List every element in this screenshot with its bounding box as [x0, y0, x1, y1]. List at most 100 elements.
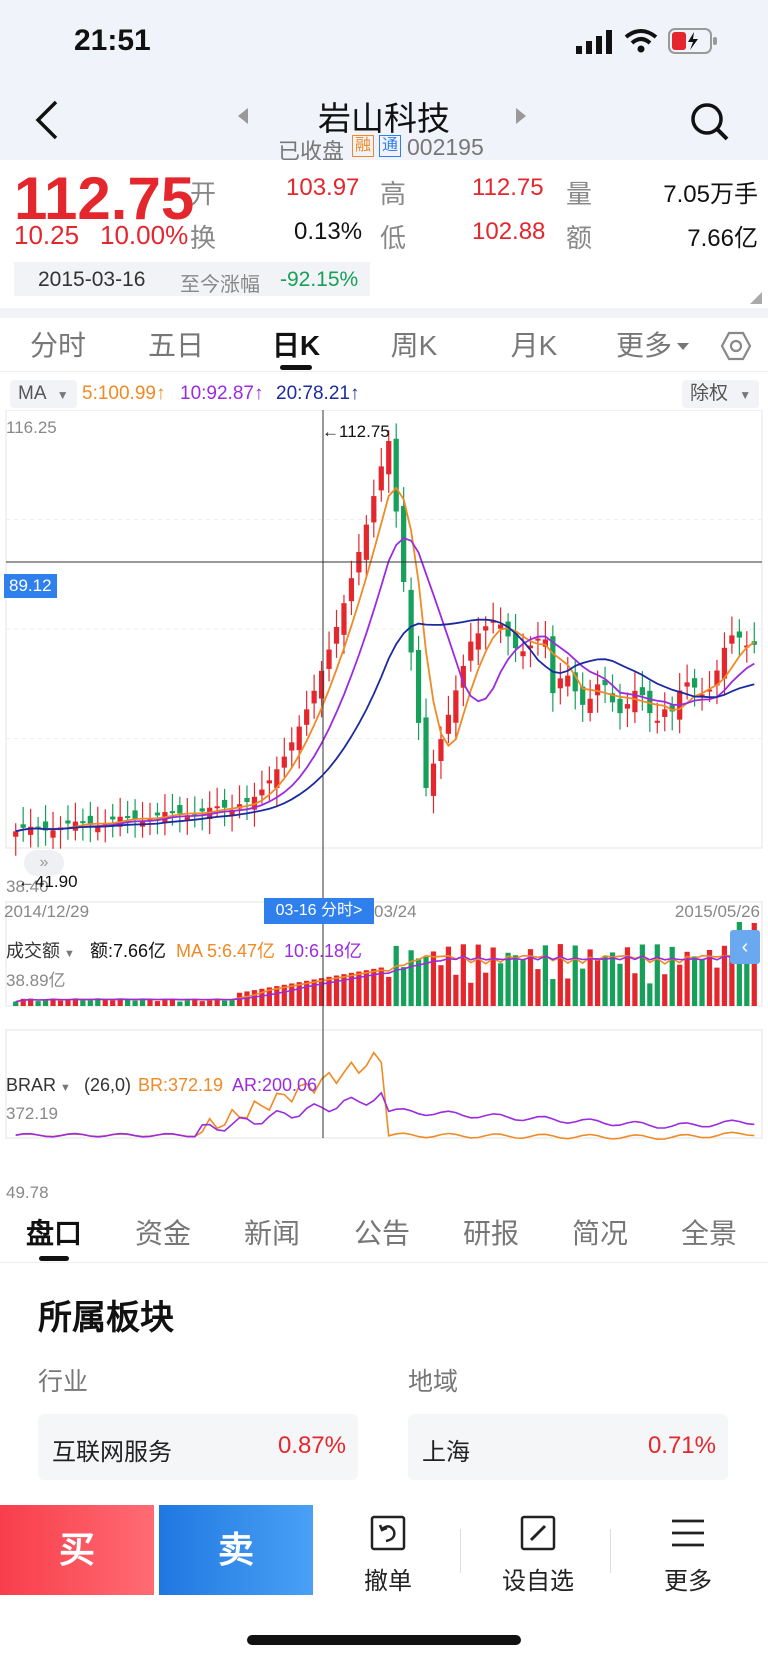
volume-bar [669, 946, 675, 1006]
volume-bar [356, 971, 362, 1006]
candle-body [557, 678, 563, 689]
volume-bar [192, 998, 198, 1006]
tab-five-day[interactable]: 五日 [147, 330, 204, 361]
volume-bar [177, 1001, 183, 1006]
next-stock-icon[interactable] [514, 106, 528, 126]
tab-daily-k[interactable]: 日K [256, 320, 336, 372]
candle-body [266, 780, 272, 784]
volume-selector[interactable]: 成交额 ▼ [6, 941, 75, 961]
candle-body [333, 627, 340, 644]
volume-bar [415, 958, 422, 1006]
candle-body [445, 714, 452, 734]
adjust-selector[interactable]: 除权 ▼ [682, 380, 760, 408]
candle-body [199, 808, 205, 812]
tab-announcements[interactable]: 公告 [353, 1218, 410, 1249]
cursor-date-button[interactable]: 03-16 分时> [264, 898, 374, 924]
candle-body [371, 496, 377, 523]
prev-stock-icon[interactable] [236, 106, 250, 126]
candle-body [42, 821, 49, 831]
buy-button[interactable]: 买 [0, 1505, 154, 1595]
adjust-dropdown-icon: ▼ [739, 388, 752, 402]
more-dropdown-icon[interactable] [676, 342, 690, 352]
tab-intraday[interactable]: 分时 [29, 330, 86, 361]
candle-body [572, 672, 578, 692]
volume-bar [654, 944, 660, 1006]
tab-capital[interactable]: 资金 [134, 1218, 191, 1249]
tab-news[interactable]: 新闻 [243, 1218, 300, 1249]
candle-body [177, 805, 183, 814]
candle-body [721, 647, 728, 679]
candle-body [326, 649, 332, 669]
candle-body [87, 815, 93, 825]
candle-body [214, 806, 220, 809]
low-value: 102.88 [472, 218, 546, 245]
ma5-up-icon: ↑ [155, 383, 166, 404]
sector-title: 所属板块 [38, 1299, 174, 1337]
ma-selector-label: MA [18, 383, 46, 404]
chart-settings-icon[interactable] [720, 330, 752, 362]
volume-y-top: 38.89亿 [6, 971, 66, 990]
candle-body [259, 789, 265, 796]
candle-body [311, 690, 317, 704]
brar-selector[interactable]: BRAR ▼ [6, 1075, 71, 1095]
volume-bar [125, 999, 131, 1006]
volume-bar [639, 944, 645, 1006]
volume-bar [587, 949, 593, 1006]
low-label: 低 [380, 223, 407, 253]
tab-overview[interactable]: 全景 [680, 1218, 737, 1249]
volume-bar [393, 945, 399, 1006]
kline-chart-area[interactable] [0, 410, 768, 1205]
more-button[interactable]: 更多 [633, 1505, 743, 1595]
since-pct: -92.15% [280, 268, 359, 291]
volume-bar [684, 951, 690, 1006]
volume-bar [95, 998, 101, 1006]
kline-candles [13, 423, 757, 856]
cancel-order-button[interactable]: 撤单 [333, 1505, 443, 1595]
tab-more[interactable]: 更多 [615, 330, 672, 361]
tab-profile[interactable]: 简况 [571, 1218, 628, 1249]
search-icon[interactable] [690, 102, 730, 142]
candle-body [95, 825, 101, 833]
tab-orderbook[interactable]: 盘口 [9, 1205, 99, 1263]
ma10-line [15, 537, 755, 833]
volume-bar [304, 980, 310, 1006]
tab-monthly-k[interactable]: 月K [510, 330, 558, 361]
collapse-panel-button[interactable]: ‹ [730, 930, 760, 964]
adjust-label: 除权 [690, 383, 729, 404]
sell-button[interactable]: 卖 [159, 1505, 313, 1595]
volume-bar [699, 958, 705, 1006]
candle-body [535, 638, 541, 641]
tab-weekly-k[interactable]: 周K [390, 330, 438, 361]
volume-bar [266, 987, 272, 1006]
candle-body [363, 524, 369, 560]
candle-body [490, 620, 496, 623]
kline-y-bottom: 38.40 [6, 877, 49, 896]
candle-body [296, 726, 302, 751]
margin-badge: 融 [352, 135, 374, 157]
volume-bar [35, 1001, 41, 1006]
high-label: 高 [380, 179, 407, 209]
candle-body [460, 665, 466, 688]
candle-body [430, 763, 437, 796]
scroll-left-button[interactable]: » [24, 850, 64, 876]
candle-body [20, 824, 26, 828]
cancel-order-icon [370, 1515, 406, 1551]
volume-bar [594, 959, 601, 1006]
volume-bar [378, 967, 384, 1006]
candle-body [154, 812, 161, 816]
expand-corner-icon[interactable] [750, 292, 764, 304]
candle-body [594, 684, 601, 696]
volume-bar [132, 1000, 138, 1006]
volume-bar [28, 998, 34, 1006]
tab-research[interactable]: 研报 [462, 1218, 519, 1249]
industry-card[interactable]: 互联网服务 0.87% [38, 1414, 358, 1480]
candle-body [602, 679, 608, 686]
status-bar: 21:51 [0, 0, 768, 88]
back-icon[interactable] [34, 100, 60, 140]
industry-label: 行业 [38, 1368, 89, 1396]
ma-selector[interactable]: MA ▼ [10, 380, 77, 408]
candle-body [691, 678, 698, 688]
stock-name: 岩山科技 [318, 100, 450, 137]
region-card[interactable]: 上海 0.71% [408, 1414, 728, 1480]
add-watchlist-button[interactable]: 设自选 [483, 1505, 593, 1595]
